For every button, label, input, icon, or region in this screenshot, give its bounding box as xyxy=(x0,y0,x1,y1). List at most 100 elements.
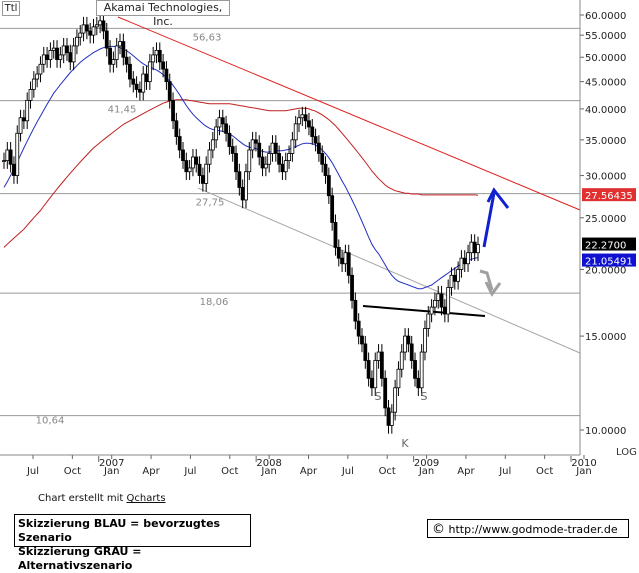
price-candle xyxy=(200,175,205,184)
price-candle xyxy=(111,59,116,65)
price-candle xyxy=(250,139,255,151)
price-candle xyxy=(167,81,172,101)
price-candle xyxy=(197,163,202,176)
price-candle xyxy=(91,26,96,36)
price-candle xyxy=(413,360,417,379)
x-month-label: Jan xyxy=(103,466,119,477)
price-candle xyxy=(194,156,199,165)
scenario-legend: Skizzierung BLAU = bevorzugtes Szenario … xyxy=(14,514,251,572)
symbol-box: Ttl xyxy=(2,1,20,16)
x-year-label: 2007 xyxy=(99,458,124,469)
price-candle xyxy=(300,114,305,119)
price-candle xyxy=(18,117,23,134)
price-candle xyxy=(456,269,461,282)
ma-blue-line xyxy=(3,45,479,290)
blue-scenario-arrowhead xyxy=(486,187,510,209)
price-candle xyxy=(237,171,242,188)
price-candle xyxy=(287,153,291,161)
price-candles xyxy=(2,12,480,434)
price-candle xyxy=(263,163,268,169)
scenario-sketches xyxy=(479,187,510,297)
price-candle xyxy=(134,83,139,90)
price-candle xyxy=(419,351,424,389)
y-tick-label: 60.0000 xyxy=(585,11,626,22)
level-label: 41,45 xyxy=(108,105,137,116)
price-candle xyxy=(260,156,265,169)
y-tick-label: 45.0000 xyxy=(585,78,626,89)
price-candle xyxy=(313,136,318,144)
source-url[interactable]: http://www.godmode-trader.de xyxy=(448,523,618,536)
price-candle xyxy=(81,24,86,34)
value-badges: 27.56435 22.2700 21.05491 xyxy=(582,188,636,268)
price-candle xyxy=(157,49,162,63)
price-candle xyxy=(55,47,59,60)
price-candle xyxy=(94,24,99,28)
price-candle xyxy=(51,47,56,51)
price-candle xyxy=(75,36,79,47)
stock-chart: 56,63 41,45 27,75 18,06 10,64 S S K 60.0000 55.… xyxy=(0,0,637,477)
price-axis: 60.0000 55.0000 50.0000 45.0000 40.0000 35.00… xyxy=(0,0,637,458)
y-tick-label: 20.0000 xyxy=(585,265,626,276)
qcharts-link[interactable]: Qcharts xyxy=(126,493,166,504)
price-candle xyxy=(210,139,215,151)
price-candle xyxy=(383,377,388,409)
blue-scenario-arrow xyxy=(482,192,496,248)
copyright-icon: © xyxy=(432,522,445,537)
chart-title: Akamai Technologies, Inc. xyxy=(96,0,230,28)
price-candle xyxy=(187,167,192,173)
value-badge xyxy=(582,188,636,202)
price-candle xyxy=(217,117,222,128)
price-candle xyxy=(144,73,149,83)
price-candle xyxy=(114,45,119,60)
price-candle xyxy=(15,132,20,176)
price-candle xyxy=(320,153,325,165)
price-candle xyxy=(439,293,444,308)
price-candle xyxy=(340,257,344,265)
price-candle xyxy=(121,41,126,58)
x-month-label: Oct xyxy=(221,466,238,477)
price-candle xyxy=(399,351,404,370)
price-candle xyxy=(138,89,142,93)
price-candle xyxy=(370,377,374,389)
price-candle xyxy=(353,299,358,322)
price-candle xyxy=(409,343,414,361)
price-candle xyxy=(164,68,169,83)
x-month-label: Jul xyxy=(498,466,511,477)
price-candle xyxy=(472,241,477,254)
level-label: 56,63 xyxy=(193,32,222,43)
scenario-grey-text: Skizzierung GRAU = Alternativszenario xyxy=(18,545,142,572)
x-month-label: Oct xyxy=(64,466,81,477)
x-month-label: Jan xyxy=(575,466,591,477)
price-candle xyxy=(303,114,308,122)
price-candle xyxy=(98,20,103,26)
price-candle xyxy=(154,49,159,56)
price-candle xyxy=(386,407,391,426)
price-candle xyxy=(393,387,398,413)
x-month-label: Oct xyxy=(536,466,553,477)
price-candle xyxy=(459,257,464,270)
price-candle xyxy=(12,163,16,176)
price-candle xyxy=(462,257,467,265)
price-candle xyxy=(147,61,152,83)
price-candle xyxy=(35,73,40,80)
time-axis: Jul Oct Jan Apr Jul Oct Jan Apr Jul Oct Jan Apr Jul O… xyxy=(26,455,597,477)
price-candle xyxy=(71,45,76,63)
price-candle xyxy=(396,368,401,389)
price-candle xyxy=(28,89,33,101)
grey-scenario-arrow xyxy=(479,269,494,291)
price-candle xyxy=(25,99,30,122)
x-year-label: 2008 xyxy=(256,458,281,469)
price-candle xyxy=(141,73,146,93)
pattern-label: K xyxy=(401,437,409,450)
price-candle xyxy=(469,241,474,254)
x-month-label: Jul xyxy=(183,466,196,477)
price-candle xyxy=(446,287,451,315)
price-candle xyxy=(61,45,66,56)
price-candle xyxy=(293,123,298,141)
price-candle xyxy=(442,306,447,315)
price-candle xyxy=(118,41,122,47)
price-candle xyxy=(343,252,348,265)
price-candle xyxy=(267,153,272,165)
price-candle xyxy=(174,120,179,137)
price-candle xyxy=(346,252,351,276)
